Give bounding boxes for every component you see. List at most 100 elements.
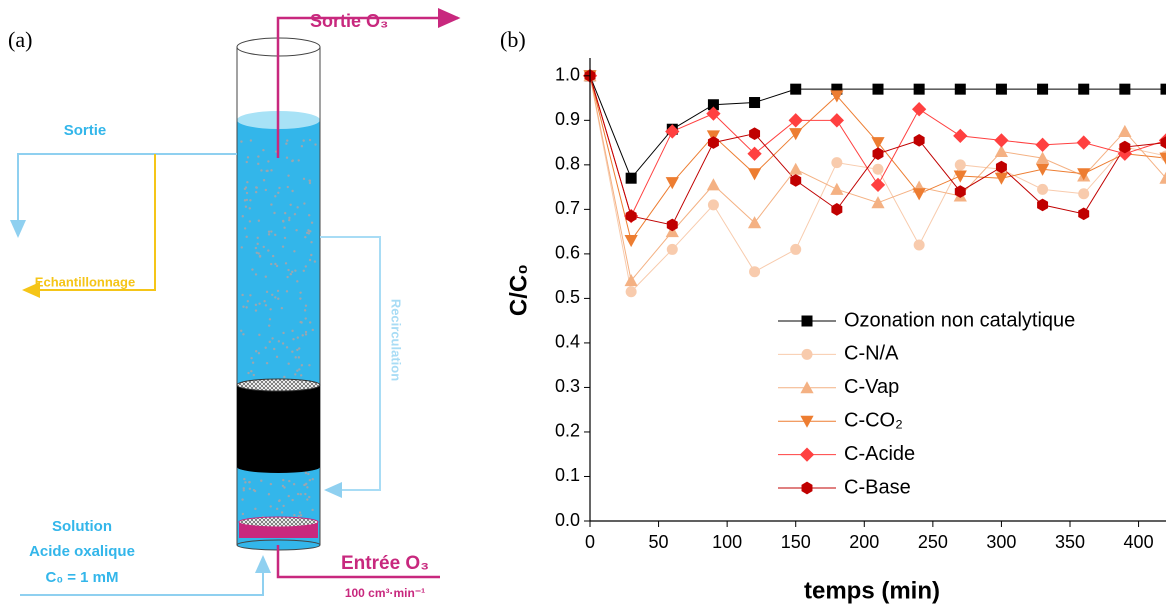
bubble <box>275 264 279 268</box>
legend: Ozonation non catalytique C-N/A C-Vap C-CO₂… <box>778 309 1075 498</box>
bubble <box>277 191 280 195</box>
bubble <box>242 489 245 492</box>
bubble <box>258 333 261 337</box>
marker <box>913 134 925 147</box>
bubble <box>273 211 276 215</box>
bubble <box>303 202 306 205</box>
bed-bottom <box>237 461 320 473</box>
marker <box>707 136 719 149</box>
bubble <box>302 269 305 273</box>
x-axis-label: temps (min) <box>804 577 940 604</box>
outlet-label: Sortie <box>64 122 107 139</box>
bubble <box>245 235 248 239</box>
bubble <box>304 471 308 475</box>
bubble <box>243 477 246 481</box>
bubble <box>240 329 243 333</box>
bubble <box>245 160 248 164</box>
bubble <box>291 329 294 333</box>
marker <box>625 209 637 223</box>
solution-label: Solution <box>52 518 112 535</box>
bubble <box>270 230 273 233</box>
bubble <box>286 139 289 142</box>
bubble <box>245 306 248 309</box>
bubble <box>304 333 308 336</box>
bubble <box>271 293 274 296</box>
marker <box>625 286 637 298</box>
bubble <box>294 373 297 376</box>
bubble <box>242 333 245 336</box>
y-axis-label: C/C₀ <box>505 264 532 316</box>
bubble <box>254 273 258 276</box>
marker <box>665 177 679 190</box>
y-tick-label: 0.6 <box>555 243 580 263</box>
marker <box>707 199 719 211</box>
bubble <box>258 302 261 305</box>
bubble <box>254 309 258 312</box>
marker <box>871 196 885 209</box>
marker <box>790 174 802 187</box>
bubble <box>257 219 261 222</box>
bubble <box>251 268 254 271</box>
legend-label: Ozonation non catalytique <box>844 309 1075 331</box>
bubble <box>291 270 294 274</box>
x-tick-label: 150 <box>781 532 811 552</box>
bubble <box>248 207 251 210</box>
bubble <box>285 142 288 145</box>
x-tick-label: 350 <box>1055 532 1085 552</box>
marker <box>1160 83 1166 95</box>
axes: 0.0 0.1 0.2 0.3 0.4 0.5 0.6 0.7 0.8 0.9 1.0 0 50 100 1… <box>555 58 1166 552</box>
bubble <box>250 356 253 360</box>
marker <box>800 415 814 428</box>
bubble <box>245 198 249 202</box>
legend-label: C-N/A <box>844 343 899 365</box>
marker <box>1035 151 1050 164</box>
bubble <box>292 338 295 341</box>
bubble <box>287 362 290 365</box>
outlet-o3-label: Sortie O₃ <box>310 11 388 31</box>
bubble <box>299 320 302 324</box>
outlet-pipe <box>10 153 237 238</box>
sampling-pipe <box>22 154 156 298</box>
bubble <box>274 233 277 237</box>
marker <box>788 113 803 128</box>
bubble <box>291 159 295 162</box>
bubble <box>308 179 312 183</box>
bubble <box>243 227 247 230</box>
marker <box>831 203 843 216</box>
bubble <box>277 499 281 503</box>
bubble <box>252 488 256 492</box>
bubble <box>294 356 297 359</box>
bubble <box>241 498 244 501</box>
bubble <box>310 240 313 244</box>
reactor-diagram: (a) Sortie O₃ Sortie Echantillonnage Rec… <box>8 8 461 600</box>
bubble <box>308 258 312 262</box>
panel-label: (b) <box>500 27 526 52</box>
sampling-label: Echantillonnage <box>35 274 135 289</box>
bubble <box>283 375 286 379</box>
bubble <box>308 321 312 324</box>
bubble <box>266 169 269 173</box>
bubble <box>267 493 271 496</box>
bubble <box>277 297 280 300</box>
marker <box>747 216 762 229</box>
marker <box>994 172 1009 185</box>
marker <box>911 102 927 117</box>
marker <box>801 481 813 495</box>
y-tick-label: 0.0 <box>555 510 580 530</box>
marker <box>747 146 762 161</box>
bubble <box>255 251 258 255</box>
bubble <box>294 269 297 272</box>
bubble <box>257 155 260 158</box>
bubble <box>254 246 258 250</box>
bubble <box>249 199 252 202</box>
bubble <box>307 232 311 235</box>
bubble <box>267 249 270 252</box>
bubble <box>250 370 253 373</box>
bubble <box>260 479 263 482</box>
bubble <box>300 374 303 377</box>
bubble <box>275 507 279 511</box>
bubble <box>293 250 296 253</box>
y-tick-label: 0.2 <box>555 421 580 441</box>
bubble <box>281 219 285 223</box>
bubble <box>304 330 308 334</box>
